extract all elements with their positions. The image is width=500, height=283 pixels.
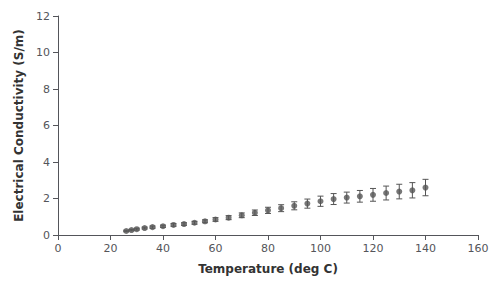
svg-text:0: 0 <box>55 242 62 255</box>
svg-text:2: 2 <box>43 192 50 205</box>
svg-text:20: 20 <box>104 242 118 255</box>
svg-text:Electrical Conductivity (S/m): Electrical Conductivity (S/m) <box>12 29 26 222</box>
svg-text:10: 10 <box>36 46 50 59</box>
svg-text:140: 140 <box>415 242 436 255</box>
svg-text:12: 12 <box>36 10 50 23</box>
svg-text:60: 60 <box>209 242 223 255</box>
svg-text:160: 160 <box>468 242 489 255</box>
svg-text:Temperature (deg C): Temperature (deg C) <box>198 262 338 276</box>
svg-text:8: 8 <box>43 83 50 96</box>
svg-text:0: 0 <box>43 229 50 242</box>
svg-text:6: 6 <box>43 119 50 132</box>
svg-text:4: 4 <box>43 156 50 169</box>
svg-text:120: 120 <box>363 242 384 255</box>
svg-text:40: 40 <box>156 242 170 255</box>
svg-text:80: 80 <box>261 242 275 255</box>
svg-text:100: 100 <box>310 242 331 255</box>
